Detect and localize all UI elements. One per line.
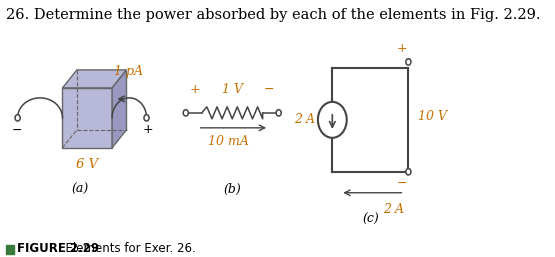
Text: (c): (c) <box>362 213 379 226</box>
Circle shape <box>183 110 188 116</box>
Text: 1 V: 1 V <box>221 83 243 96</box>
Text: (a): (a) <box>72 183 89 196</box>
Text: $-$: $-$ <box>11 123 22 136</box>
Circle shape <box>144 115 149 121</box>
Polygon shape <box>63 70 127 88</box>
Text: Elements for Exer. 26.: Elements for Exer. 26. <box>58 242 196 255</box>
Text: +: + <box>190 83 200 96</box>
Circle shape <box>318 102 347 138</box>
Circle shape <box>15 115 20 121</box>
Text: FIGURE 2.29: FIGURE 2.29 <box>17 242 99 255</box>
Circle shape <box>276 110 281 116</box>
Text: (b): (b) <box>223 183 241 196</box>
Text: 1 pA: 1 pA <box>114 65 143 78</box>
Text: 10 mA: 10 mA <box>208 135 249 148</box>
Text: $+$: $+$ <box>142 123 153 136</box>
Bar <box>7 245 14 254</box>
Polygon shape <box>63 88 112 148</box>
Circle shape <box>406 59 411 65</box>
Text: 2 A: 2 A <box>294 113 315 126</box>
Text: −: − <box>397 177 407 190</box>
Polygon shape <box>112 70 127 148</box>
Text: 26. Determine the power absorbed by each of the elements in Fig. 2.29.: 26. Determine the power absorbed by each… <box>7 8 541 22</box>
Text: 6 V: 6 V <box>76 158 98 171</box>
Text: −: − <box>264 83 275 96</box>
Text: 10 V: 10 V <box>418 110 447 123</box>
Text: 2 A: 2 A <box>384 203 405 216</box>
Text: +: + <box>397 42 407 56</box>
Circle shape <box>406 169 411 175</box>
